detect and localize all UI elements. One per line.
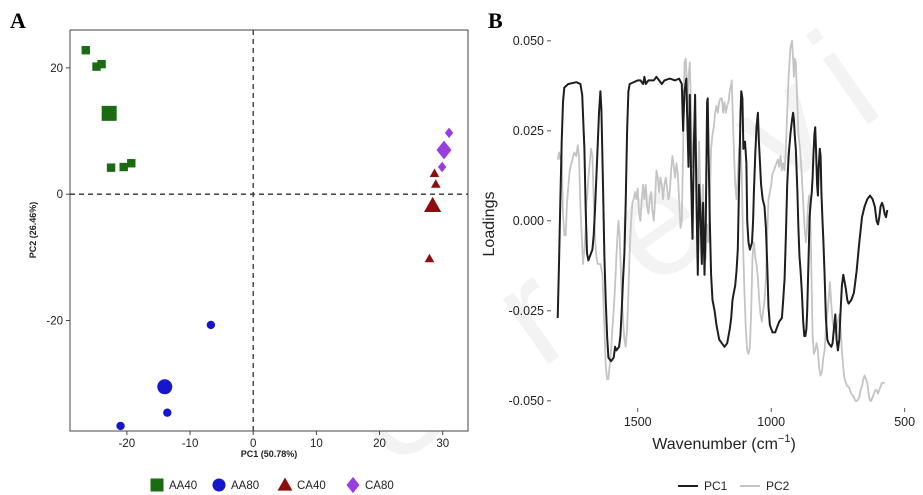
panel-a-point-ca80 <box>437 161 447 173</box>
panel-b-y-tick-label: -0.025 <box>509 304 544 318</box>
panel-b-x-tick-label: 1500 <box>624 415 652 429</box>
panel-b-x-axis-label-end: ) <box>790 436 795 453</box>
panel-a-point-aa40 <box>97 59 106 69</box>
panel-b-legend-label-pc2: PC2 <box>766 479 790 493</box>
panel-a-legend: AA40 AA80 CA40 CA80 <box>150 476 394 494</box>
panel-a-ticks: -20 -10 0 10 20 30 -20 0 20 <box>46 63 449 450</box>
panel-a-centroid-ca80 <box>436 140 452 160</box>
panel-a-point-aa40 <box>119 162 128 172</box>
panel-a-x-tick-label: 20 <box>373 438 386 450</box>
panel-a-point-aa40 <box>81 46 90 55</box>
panel-a-point-aa40 <box>127 159 136 168</box>
panel-b-x-axis-label: Wavenumber (cm−1) <box>652 433 796 453</box>
panel-a-y-tick-label: 20 <box>50 63 63 75</box>
panel-b-letter: B <box>488 8 503 33</box>
panel-b-y-tick-label: -0.050 <box>509 394 544 408</box>
panel-a-legend-label-aa40: AA40 <box>169 480 197 492</box>
panel-a-legend-marker-ca80 <box>346 476 360 494</box>
panel-b-lines <box>556 39 889 402</box>
panel-a-centroid-aa80 <box>157 379 173 395</box>
panel-a-y-axis-label: PC2 (26.46%) <box>28 202 38 259</box>
panel-a-y-tick-label: 0 <box>57 189 63 201</box>
panel-b-x-axis-label-main: Wavenumber (cm <box>652 436 778 453</box>
panel-a-x-tick-label: -10 <box>182 438 199 450</box>
panel-a-centroid-aa40 <box>101 105 117 121</box>
panel-a-point-aa40 <box>106 163 116 172</box>
panel-b-legend: PC1 PC2 <box>678 479 790 493</box>
panel-a-point-aa80 <box>116 421 125 431</box>
panel-a-x-tick-label: 30 <box>436 438 449 450</box>
panel-a-x-axis-label: PC1 (50.78%) <box>241 449 298 459</box>
panel-a-letter: A <box>10 8 26 33</box>
panel-a-x-tick-label: -20 <box>119 438 136 450</box>
panel-a-x-tick-label: 10 <box>310 438 323 450</box>
panel-b-x-axis-label-superscript: −1 <box>778 433 791 445</box>
panel-b-y-tick-label: 0.050 <box>513 34 544 48</box>
panel-b-y-axis-label: Loadings <box>481 192 498 257</box>
panel-b-ticks: 1500 1000 500 0.050 0.025 0.000 -0.025 -0.050 <box>509 34 916 429</box>
panel-a-plot-border <box>69 29 469 432</box>
panel-a-legend-marker-ca40 <box>277 477 293 491</box>
panel-b-x-tick-label: 500 <box>894 415 915 429</box>
panel-a-x-tick-label: 0 <box>250 438 256 450</box>
panel-b-x-tick-label: 1000 <box>757 415 785 429</box>
panel-a-pca-scores: A -20 -10 0 10 20 30 -20 0 20 PC1 (50.78%) PC2 (… <box>10 8 469 494</box>
panel-a-legend-marker-aa80 <box>212 478 226 492</box>
panel-a-points <box>81 46 454 431</box>
panel-a-point-ca80 <box>444 127 454 139</box>
panel-a-legend-label-aa80: AA80 <box>231 480 259 492</box>
panel-a-point-ca40 <box>429 168 440 177</box>
panel-a-point-aa80 <box>163 408 172 417</box>
panel-b-y-tick-label: 0.000 <box>513 214 544 228</box>
panel-a-legend-label-ca40: CA40 <box>297 480 326 492</box>
panel-a-y-tick-label: -20 <box>46 315 63 327</box>
panel-b-line-pc1 <box>556 75 889 363</box>
panel-b-legend-label-pc1: PC1 <box>704 479 728 493</box>
panel-a-point-aa80 <box>206 320 216 330</box>
panel-b-y-tick-label: 0.025 <box>513 124 544 138</box>
panel-a-reference-lines <box>70 30 468 431</box>
panel-a-legend-label-ca80: CA80 <box>365 480 394 492</box>
panel-b-loadings: B 1500 1000 500 0.050 0.025 0.000 -0.025 -0.050… <box>481 8 915 493</box>
panel-a-point-aa40 <box>92 62 101 71</box>
panel-a-centroid-ca40 <box>423 196 442 213</box>
panel-a-legend-marker-aa40 <box>150 478 164 492</box>
panel-a-point-ca40 <box>430 179 441 188</box>
panel-a-point-ca40 <box>424 253 435 263</box>
